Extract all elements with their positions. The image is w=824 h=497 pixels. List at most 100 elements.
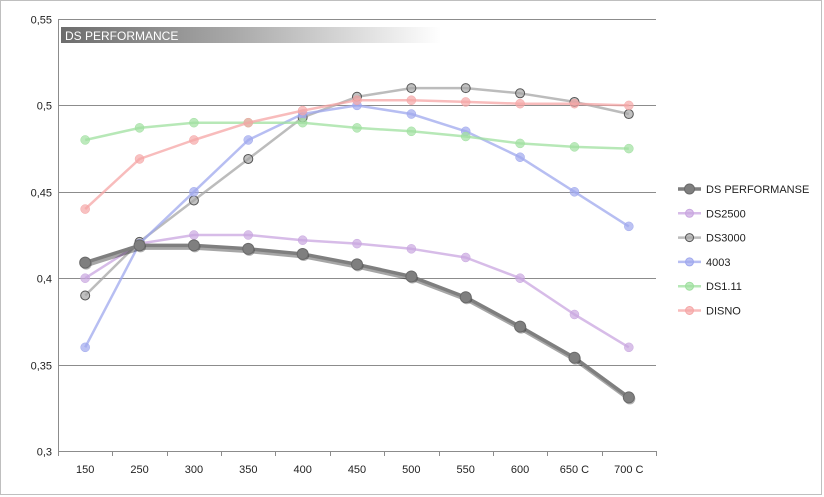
legend-swatch-marker <box>684 183 695 195</box>
data-point <box>459 291 472 304</box>
data-point <box>188 195 199 206</box>
data-point <box>242 242 255 255</box>
data-point <box>189 117 199 128</box>
data-point <box>515 152 525 162</box>
data-point <box>80 204 90 214</box>
legend-item: DS PERFORMANSE <box>678 183 809 196</box>
data-point <box>569 142 580 152</box>
data-point <box>569 309 580 320</box>
y-tick-label: 0,3 <box>37 447 52 459</box>
data-point <box>405 270 418 283</box>
data-point <box>515 98 525 109</box>
legend-item: 4003 <box>678 257 730 269</box>
data-point <box>243 153 254 164</box>
legend-label: DS PERFORMANSE <box>706 184 809 196</box>
data-point <box>623 109 634 120</box>
data-point <box>515 88 526 99</box>
data-point <box>189 187 199 197</box>
legend-label: DS1.11 <box>706 281 742 293</box>
y-tick-label: 0,35 <box>31 361 52 373</box>
x-tick-label: 700 C <box>614 464 643 476</box>
series-line <box>84 104 630 348</box>
data-point <box>351 258 363 271</box>
data-point <box>624 221 634 232</box>
x-tick-label: 250 <box>130 464 148 476</box>
legend-item: DS2500 <box>678 208 746 220</box>
y-tick-label: 0,4 <box>37 274 52 286</box>
series-disno <box>80 95 634 214</box>
chart-title: DS PERFORMANCE <box>65 29 178 43</box>
x-tick-label: 150 <box>76 464 94 476</box>
data-point <box>624 342 634 353</box>
data-point <box>243 135 254 145</box>
data-point <box>406 83 417 94</box>
data-point <box>352 238 362 249</box>
legend-swatch-marker <box>685 306 694 315</box>
data-point <box>297 105 308 116</box>
chart-title-banner <box>61 27 441 43</box>
y-tick-label: 0,5 <box>37 101 52 113</box>
series-ds1-11 <box>80 117 634 154</box>
legend-item: DISNO <box>678 306 741 318</box>
legend-label: DS2500 <box>706 208 746 220</box>
y-tick-label: 0,55 <box>31 15 52 27</box>
y-tick-label: 0,45 <box>31 188 52 200</box>
legend-swatch-marker <box>685 208 694 218</box>
data-point <box>352 95 362 105</box>
x-tick-label: 600 <box>511 464 529 476</box>
x-tick-label: 400 <box>293 464 311 476</box>
grid <box>58 19 656 366</box>
series-line <box>84 233 630 349</box>
series-ds-performanse <box>79 239 636 405</box>
data-point <box>80 135 90 145</box>
series-lines <box>79 83 636 405</box>
legend-label: 4003 <box>706 257 730 269</box>
data-point <box>297 235 308 245</box>
data-point <box>515 273 525 283</box>
x-tick-label: 650 C <box>560 464 589 476</box>
data-point <box>80 273 90 283</box>
legend-swatch-marker <box>685 233 694 243</box>
legend: DS PERFORMANSE DS2500 DS3000 4003 DS1.11 DISN… <box>678 183 809 318</box>
data-point <box>243 230 254 240</box>
data-point <box>515 138 525 149</box>
data-point <box>569 187 580 197</box>
x-tick-label: 550 <box>457 464 475 476</box>
data-point <box>80 342 90 353</box>
legend-item: DS1.11 <box>678 281 742 293</box>
data-point <box>134 123 145 133</box>
data-point <box>297 117 308 128</box>
data-point <box>189 230 199 240</box>
legend-swatch-marker <box>685 257 694 267</box>
data-point <box>460 131 471 142</box>
x-tick-label: 350 <box>239 464 257 476</box>
data-point <box>243 117 254 128</box>
data-point <box>624 143 634 154</box>
axes: 0,3 0,35 0,4 0,45 0,5 0,55 150 250 300 350 400 450 5… <box>31 15 657 476</box>
series-4003 <box>80 100 634 353</box>
data-point <box>568 351 581 364</box>
data-point <box>189 135 199 145</box>
data-point <box>622 391 635 404</box>
data-point <box>406 95 417 105</box>
data-point <box>624 100 634 111</box>
data-point <box>79 256 92 269</box>
data-point <box>406 126 417 137</box>
data-point <box>296 248 309 261</box>
legend-label: DISNO <box>706 306 741 318</box>
data-point <box>514 320 527 333</box>
data-point <box>134 154 145 164</box>
x-tick-label: 450 <box>348 464 366 476</box>
data-point <box>460 252 471 263</box>
data-point <box>406 244 417 254</box>
legend-label: DS3000 <box>706 233 746 245</box>
x-tick-label: 300 <box>185 464 203 476</box>
legend-item: DS3000 <box>678 233 746 245</box>
data-point <box>569 98 580 109</box>
x-tick-label: 500 <box>402 464 420 476</box>
data-point <box>460 97 471 107</box>
data-point <box>133 239 146 252</box>
legend-swatch-marker <box>685 281 694 291</box>
